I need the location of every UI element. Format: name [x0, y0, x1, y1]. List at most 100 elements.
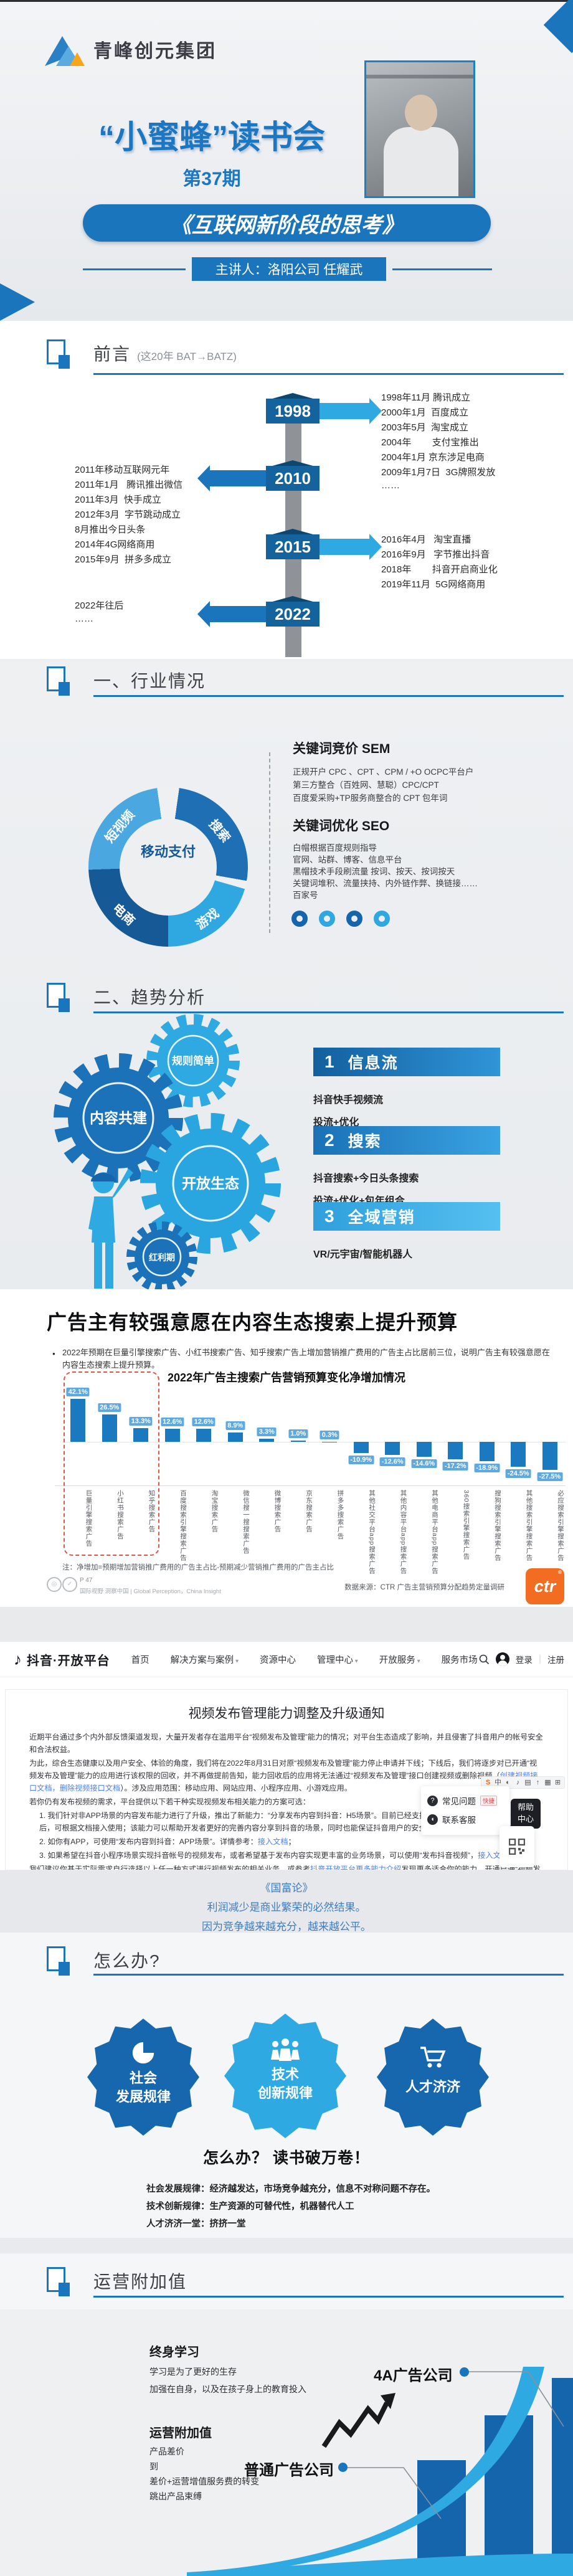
bar-category: 淘宝搜索广告 [211, 1490, 219, 1533]
contact-item[interactable]: ◖ 联系客服 [427, 1810, 503, 1829]
howto-section: 怎么办? 社会 发展规律 技术 创新规律 人才济济 怎么办？ 读书破万卷！ 社会发展… [0, 1933, 573, 2238]
trend-number: 1 [324, 1052, 334, 1071]
douyin-brand: 抖音·开放平台 [27, 1654, 110, 1668]
help-center-button[interactable]: 帮助 中心 [511, 1799, 541, 1829]
doc-link[interactable]: 接入文档 [257, 1837, 288, 1846]
headset-icon: ◖ [427, 1814, 438, 1825]
extension-icon[interactable]: S [485, 1779, 491, 1786]
ops-line: 跳出产品束缚 [149, 2491, 202, 2501]
industry-trends-section: 一、行业情况 短视频 搜索 游戏 电商 移动支付 关键词竞价 SEM 正规开户 … [0, 659, 573, 1292]
cert-stamp-icon: ✓ [62, 1577, 77, 1592]
bar [416, 1442, 432, 1457]
timeline-event: 2019年11月 5G网络商用 [381, 579, 486, 590]
bar-column: 3.3% [251, 1383, 283, 1485]
timeline-event: …… [75, 613, 93, 624]
ops-section: 运营附加值 4A广告公司 普通广告公司 终身学习 学习是为了更好的生存 加强在自… [0, 2253, 573, 2576]
quote-source: 《国富论》 [260, 1882, 313, 1894]
arrow-2010 [197, 465, 266, 491]
bar-value-label: 13.3% [129, 1417, 153, 1426]
year-label: 2022 [275, 605, 311, 623]
timeline-event: 8月推出今日头条 [75, 524, 146, 535]
extension-icon[interactable]: 中 [495, 1779, 501, 1786]
notice-paragraph: 为此，综合生态健康以及用户安全、体验的角度，我们将在2022年8月31日对原“视… [29, 1759, 537, 1780]
avatar-icon[interactable] [495, 1652, 509, 1666]
year-label: 2010 [275, 469, 311, 488]
svg-text:红利期: 红利期 [149, 1252, 175, 1262]
capabilities-link[interactable]: 抖音开放平台更多能力介绍 [310, 1865, 402, 1870]
nav-management-center[interactable]: 管理中心 [317, 1653, 358, 1666]
qr-code-button[interactable] [500, 1826, 534, 1867]
douyin-note-icon: ♪ ♪ ♪ [13, 1649, 22, 1669]
notice-paragraph: ）。涉及应用范围：移动应用、网站应用、小程序应用、小游戏应用。 [120, 1784, 352, 1792]
bar [227, 1432, 243, 1442]
top-edge-bar [0, 0, 573, 2]
notice-paragraph: 近期平台通过多个内外部反馈渠道发现，大量开发者存在滥用平台“视频发布及管理”能力… [29, 1733, 543, 1754]
trend-number: 2 [324, 1130, 334, 1150]
timeline-event: 2016年9月 字节推出抖音 [381, 549, 490, 560]
arrow-2022 [197, 601, 266, 627]
howto-line: 社会发展规律：经济越发达，市场竞争越充分，信息不对称问题不存在。 [146, 2184, 435, 2194]
bar-value-label: -14.6% [411, 1459, 437, 1469]
episode-number: 第37期 [182, 169, 241, 189]
badge-label: 社会 [129, 2070, 157, 2086]
ring-icon [291, 911, 308, 927]
extension-icon[interactable]: ♪ [516, 1779, 520, 1786]
extension-icon[interactable]: ▤ [524, 1779, 531, 1786]
browser-extension-icons[interactable]: S 中 ◐ ♪ ▤ ↑ ▦ ⊞ [481, 1776, 565, 1789]
faq-label: 常见问题 [442, 1797, 476, 1806]
faq-item[interactable]: ? 常见问题 快捷 [427, 1791, 503, 1810]
bar-value-label: 12.6% [192, 1418, 215, 1427]
section-icon [47, 983, 70, 1012]
seo-heading: 关键词优化 SEO [293, 819, 390, 833]
dashed-divider [269, 752, 270, 933]
bar [511, 1442, 526, 1467]
team-icon [271, 2039, 300, 2061]
nav-service-market[interactable]: 服务市场 [441, 1655, 478, 1665]
ops-value-heading: 运营附加值 [149, 2427, 212, 2440]
year-badge-1998: 1998 [266, 393, 320, 424]
contact-label: 联系客服 [442, 1816, 476, 1825]
bar-value-label: 3.3% [257, 1427, 277, 1436]
extension-icon[interactable]: ▦ [544, 1779, 551, 1786]
sem-line: 第三方整合（百姓网、慧聪）CPC/CPT [293, 780, 439, 790]
notice-list-item: 3. 如果希望在抖音小程序场景实现抖音帐号的视频发布，或者希望基于发布内容实现更… [39, 1851, 478, 1860]
login-link[interactable]: 登录 [515, 1655, 533, 1665]
quote-line: 利润减少是商业繁荣的必然结果。 [207, 1901, 366, 1913]
bar [542, 1442, 557, 1470]
sem-line: 正规开户 CPC 、CPT 、CPM / +O OCPC平台户 [293, 767, 474, 777]
trend-item-2: 2 搜索 抖音搜索+今日头条搜索 投流+优化+包年组合 [313, 1126, 500, 1207]
bar-column: -17.2% [440, 1383, 471, 1485]
douyin-navbar: ♪♪♪ 抖音·开放平台 首页 解决方案与案例 资源中心 管理中心 开放服务 服务… [0, 1642, 573, 1677]
notice-list-item: 1. 我们针对非APP场景的内容发布能力进行了升级，推出了新能力：“分享发布内容… [39, 1811, 533, 1832]
trends-title: 二、趋势分析 [93, 988, 206, 1007]
nav-home[interactable]: 首页 [131, 1655, 149, 1665]
bar [164, 1429, 180, 1442]
douyin-nav-right: 登录 | 注册 [478, 1642, 564, 1677]
nav-open-services[interactable]: 开放服务 [379, 1653, 420, 1666]
register-link[interactable]: 注册 [547, 1655, 564, 1665]
search-icon[interactable] [478, 1654, 490, 1665]
notice-card: 视频发布管理能力调整及升级通知 近期平台通过多个内外部反馈渠道发现，大量开发者存… [5, 1689, 568, 1870]
extension-icon[interactable]: ↑ [536, 1779, 540, 1786]
extension-icon[interactable]: ⊞ [554, 1779, 561, 1786]
seo-line: 白帽根据百度规则指导 [293, 843, 377, 853]
help-center-label: 中心 [517, 1814, 534, 1824]
divider: | [538, 1654, 541, 1664]
bar-category: 其他社交平台app搜索广告 [368, 1490, 376, 1574]
year-badge-2022: 2022 [266, 596, 320, 627]
extension-icon[interactable]: ◐ [506, 1779, 510, 1786]
connector-4a [466, 2371, 564, 2427]
bar-column: -12.6% [377, 1383, 409, 1485]
gear-bonus-period: 红利期 [126, 1221, 197, 1292]
nav-resource-center[interactable]: 资源中心 [259, 1655, 296, 1665]
bar-value-label: -24.5% [505, 1469, 531, 1479]
notice-paragraph: 我们建议你基于实际需求自行选择以上任一种方式进行视频发布的相关业务，或参考 [29, 1865, 310, 1870]
bar [102, 1414, 117, 1442]
trend-number: 3 [324, 1206, 334, 1226]
bar [385, 1442, 400, 1455]
year-label: 1998 [275, 402, 311, 420]
nav-solutions[interactable]: 解决方案与案例 [171, 1653, 239, 1666]
trend-item-3-bar: 3 全域营销 [313, 1202, 500, 1231]
seo-line: 百家号 [293, 891, 318, 900]
